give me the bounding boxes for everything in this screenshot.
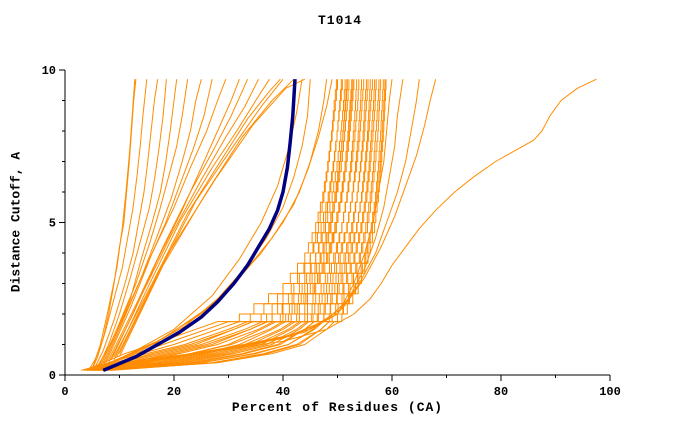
curve-model-a18: [91, 79, 136, 370]
curve-model-b25: [92, 79, 348, 371]
y-tick-label: 0: [49, 369, 56, 383]
curve-model-a06: [99, 79, 189, 367]
y-tick-label: 10: [42, 64, 56, 78]
curve-model-b20: [105, 79, 377, 371]
curve-model-c03: [108, 79, 420, 367]
curve-model-m03: [102, 79, 333, 367]
curve-outlier-model: [92, 78, 597, 370]
x-tick-label: 40: [276, 385, 290, 399]
x-tick-label: 20: [167, 385, 181, 399]
x-tick-label: 0: [61, 385, 68, 399]
curve-model-b22: [111, 79, 386, 371]
curve-best-model: [102, 79, 297, 373]
curve-model-a02: [91, 79, 148, 370]
curve-model-b24: [86, 79, 343, 371]
x-axis-label: Percent of Residues (CA): [231, 400, 444, 415]
curve-model-m01: [97, 79, 311, 370]
curve-model-a05: [97, 79, 178, 367]
curve-model-a01: [89, 79, 137, 370]
curve-model-a14: [113, 78, 281, 357]
x-tick-label: 80: [494, 385, 508, 399]
curve-model-a12: [110, 78, 259, 361]
curve-model-m02: [100, 79, 328, 368]
curve-model-a16: [119, 78, 295, 357]
x-tick-label: 100: [599, 385, 621, 399]
curve-model-a17: [119, 78, 306, 354]
curve-model-a08: [102, 79, 213, 364]
curve-model-c04: [113, 79, 437, 367]
y-tick-label: 5: [49, 217, 56, 231]
curve-model-a07: [102, 79, 202, 367]
curve-model-b26: [97, 79, 354, 371]
curve-model-a04: [97, 79, 167, 370]
curve-model-a11: [108, 78, 249, 361]
x-tick-label: 60: [385, 385, 399, 399]
curve-model-a13: [113, 78, 270, 361]
curve-model-a09: [105, 79, 227, 364]
curve-model-b12: [103, 79, 387, 371]
chart-title: T1014: [317, 13, 362, 28]
curve-model-b16: [94, 79, 360, 371]
curve-model-a03: [94, 79, 159, 368]
curve-model-a15: [116, 78, 284, 357]
